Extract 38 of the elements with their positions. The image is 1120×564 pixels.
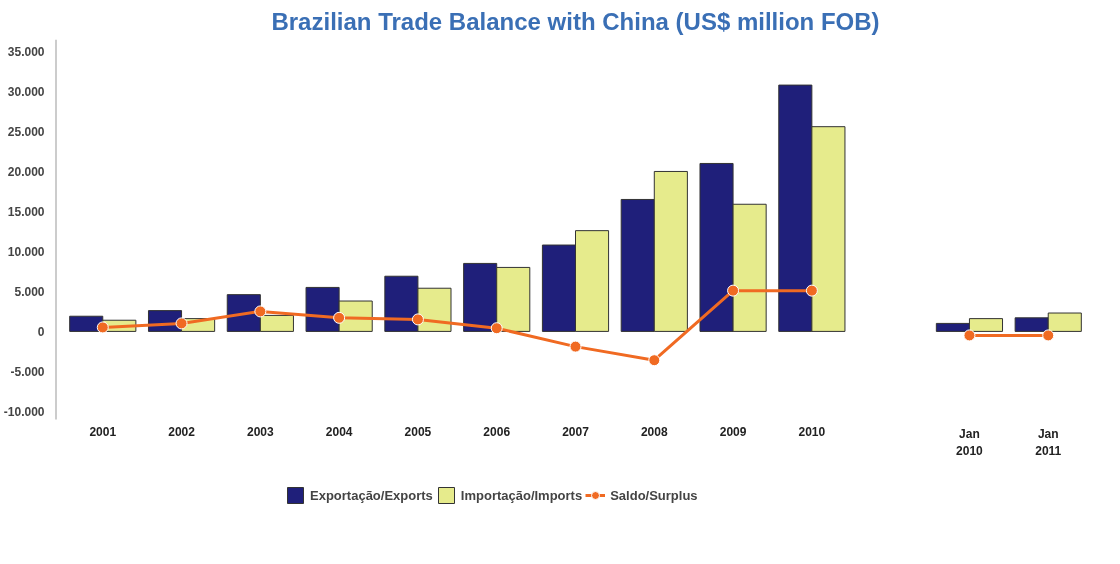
legend-label: Importação/Imports [460, 487, 583, 503]
legend-label: Saldo/Surplus [610, 487, 698, 503]
x-tick-label: 2006 [483, 425, 511, 440]
legend-label: Exportação/Exports [310, 487, 433, 503]
x-tick-label: 2010 [798, 425, 826, 440]
point [648, 354, 661, 367]
x-tick-label: 2007 [562, 425, 590, 440]
point [963, 329, 976, 342]
point [175, 317, 188, 330]
point [411, 313, 424, 326]
x-tick-label: 2008 [640, 425, 668, 440]
y-tick-label: 35.000 [7, 45, 45, 59]
x-tick-label: 2002 [168, 425, 196, 440]
y-tick-label: 20.000 [7, 164, 45, 179]
x-tick-label: 2001 [89, 425, 117, 440]
y-tick-label: -10.000 [3, 404, 45, 419]
point [569, 340, 582, 353]
point [1042, 329, 1055, 342]
x-tick-label: 2009 [719, 425, 747, 440]
chart-title: Brazilian Trade Balance with China (US$ million FOB) [271, 7, 880, 35]
y-tick-label: 5.000 [14, 284, 45, 299]
point [490, 322, 503, 335]
y-tick-label: 10.000 [7, 244, 45, 259]
y-tick-label: -5.000 [10, 364, 45, 379]
x-tick-label: 2005 [404, 425, 432, 440]
y-tick-label: 15.000 [7, 204, 45, 219]
point [254, 305, 267, 318]
y-tick-label: 30.000 [7, 84, 45, 99]
x-tick-label: 2003 [247, 425, 275, 440]
point [96, 321, 109, 334]
y-tick-label: 0 [37, 324, 45, 339]
x-tick-label: Jan 2010 [956, 427, 984, 459]
point [333, 311, 346, 324]
point [727, 284, 740, 297]
y-tick-label: 25.000 [7, 124, 45, 139]
x-tick-label: 2004 [325, 425, 353, 440]
point [805, 284, 818, 297]
x-tick-label: Jan 2011 [1035, 427, 1062, 459]
